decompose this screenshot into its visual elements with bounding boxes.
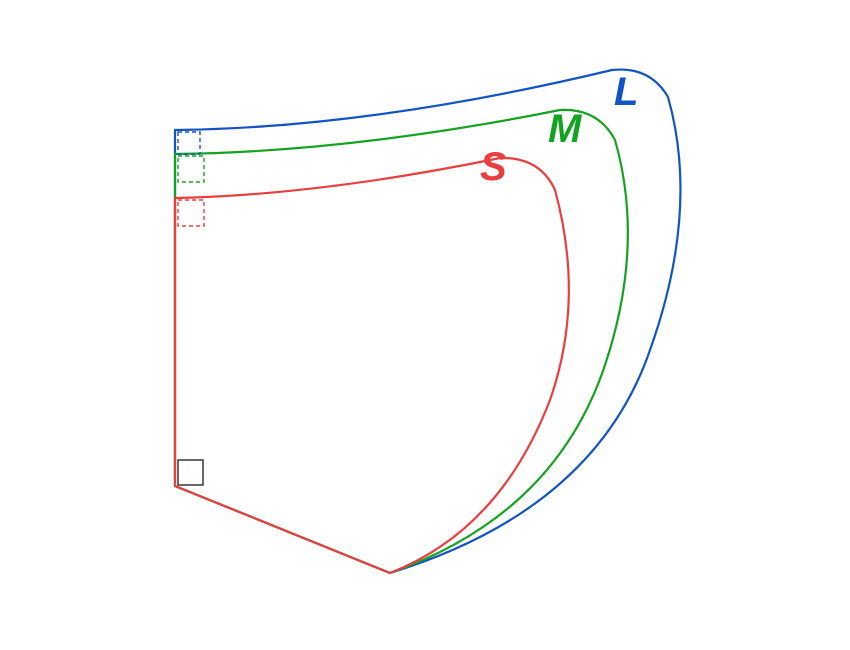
corner-square-m xyxy=(178,156,204,182)
corner-square-bottom xyxy=(178,460,203,485)
pattern-outline-m xyxy=(175,110,628,573)
size-label-s: S xyxy=(480,145,507,189)
pattern-outline-l xyxy=(175,70,680,573)
pattern-outline-s xyxy=(175,158,569,573)
corner-square-s xyxy=(178,200,204,226)
size-label-m: M xyxy=(548,107,583,151)
corner-square-l xyxy=(178,132,200,154)
size-label-l: L xyxy=(614,70,638,114)
mask-pattern-diagram: SML xyxy=(0,0,850,650)
